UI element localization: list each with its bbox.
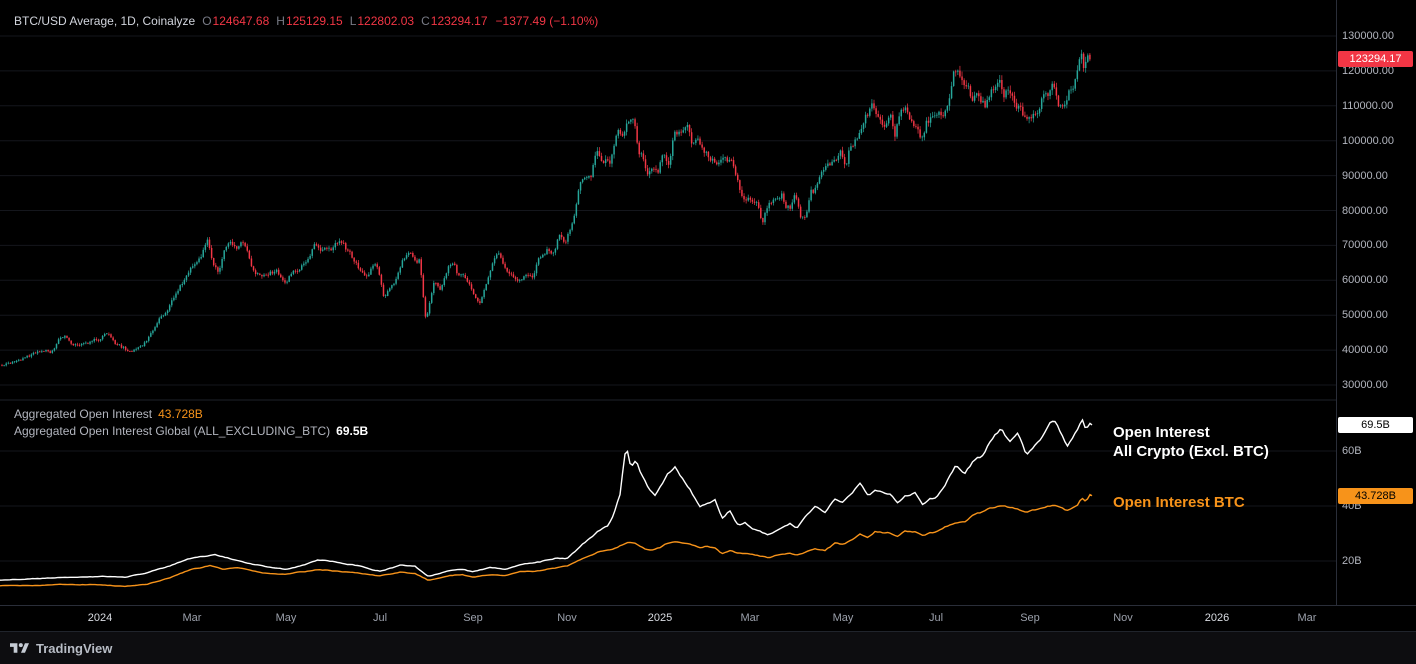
low-value: 122802.03	[357, 14, 415, 28]
price-tick-label: 100000.00	[1342, 134, 1394, 147]
time-tick-month: Mar	[182, 612, 202, 624]
symbol-legend: BTC/USD Average, 1D, Coinalyze O124647.68…	[14, 14, 598, 28]
price-tick-label: 80000.00	[1342, 204, 1388, 217]
oi-btc-legend-row: Aggregated Open Interest 43.728B	[14, 406, 368, 423]
time-tick-month: Jul	[928, 612, 944, 624]
oi-alt-line	[0, 418, 1093, 581]
time-tick-month: Nov	[1113, 612, 1133, 624]
oi-global-legend-title[interactable]: Aggregated Open Interest Global (ALL_EXC…	[14, 424, 331, 438]
oi-btc-line	[0, 493, 1093, 588]
oi-global-legend-value: 69.5B	[336, 424, 369, 438]
oi-btc-legend-title[interactable]: Aggregated Open Interest	[14, 407, 153, 421]
candles-up-wicks	[3, 49, 1089, 367]
open-value: 124647.68	[212, 14, 270, 28]
time-tick-month: Sep	[1020, 612, 1040, 624]
price-tick-label: 70000.00	[1342, 239, 1388, 252]
alt-oi-chart-label: Open Interest All Crypto (Excl. BTC)	[1113, 424, 1269, 462]
candles-down-wicks	[1, 52, 1091, 367]
alt-oi-chart-label-line1: Open Interest	[1113, 424, 1210, 441]
time-tick-year: 2024	[87, 612, 113, 624]
close-label: C	[421, 14, 430, 28]
footer-bar: TradingView	[0, 631, 1416, 664]
symbol-title[interactable]: BTC/USD Average, 1D, Coinalyze	[14, 14, 196, 28]
alt-oi-value-badge: 69.5B	[1338, 416, 1413, 433]
price-tick-label: 90000.00	[1342, 169, 1388, 182]
time-tick-year: 2025	[647, 612, 673, 624]
time-tick-month: Mar	[740, 612, 760, 624]
oi-tick-label: 60B	[1342, 445, 1362, 457]
oi-global-legend-row: Aggregated Open Interest Global (ALL_EXC…	[14, 423, 368, 440]
price-tick-label: 30000.00	[1342, 379, 1388, 391]
tradingview-logo-icon[interactable]	[10, 641, 29, 656]
price-tick-label: 50000.00	[1342, 309, 1388, 322]
time-tick-month: May	[832, 612, 854, 624]
time-tick-month: Sep	[463, 612, 483, 624]
alt-oi-chart-label-line2: All Crypto (Excl. BTC)	[1113, 442, 1269, 460]
oi-btc-legend-value: 43.728B	[158, 407, 203, 421]
high-label: H	[276, 14, 285, 28]
time-tick-month: May	[275, 612, 297, 624]
last-price-badge: 123294.17	[1338, 51, 1413, 68]
candles-up-bodies	[3, 53, 1089, 366]
btc-oi-chart-label: Open Interest BTC	[1113, 494, 1245, 511]
price-tick-label: 40000.00	[1342, 344, 1388, 357]
time-tick-month: Mar	[1297, 612, 1317, 624]
time-tick-year: 2026	[1204, 612, 1230, 624]
price-tick-label: 120000.00	[1342, 64, 1394, 77]
oi-tick-label: 20B	[1342, 555, 1362, 567]
price-tick-label: 110000.00	[1342, 99, 1394, 112]
close-value: 123294.17	[430, 14, 488, 28]
change-value: −1377.49 (−1.10%)	[495, 14, 599, 28]
price-tick-label: 60000.00	[1342, 274, 1388, 287]
price-scale[interactable]: 130000.00 120000.00 110000.00 100000.00 9000…	[1337, 0, 1416, 604]
price-scale-separator	[1336, 0, 1337, 630]
open-label: O	[202, 14, 212, 28]
low-label: L	[349, 14, 357, 28]
btc-oi-value-badge: 43.728B	[1338, 487, 1413, 504]
chart-canvas[interactable]: BTC/USD Average, 1D, Coinalyze O124647.68…	[0, 0, 1336, 604]
candles-down-bodies	[1, 53, 1091, 366]
high-value: 125129.15	[285, 14, 343, 28]
time-tick-month: Jul	[372, 612, 388, 624]
chart-svg	[0, 35, 1336, 588]
time-tick-month: Nov	[557, 612, 577, 624]
time-scale[interactable]: 2024 Mar May Jul Sep Nov 2025 Mar May Jul Sep Nov 20…	[0, 605, 1416, 631]
price-tick-label: 130000.00	[1342, 30, 1394, 42]
indicator-legend: Aggregated Open Interest 43.728B Aggregat…	[14, 406, 368, 440]
tradingview-brand[interactable]: TradingView	[36, 640, 113, 656]
